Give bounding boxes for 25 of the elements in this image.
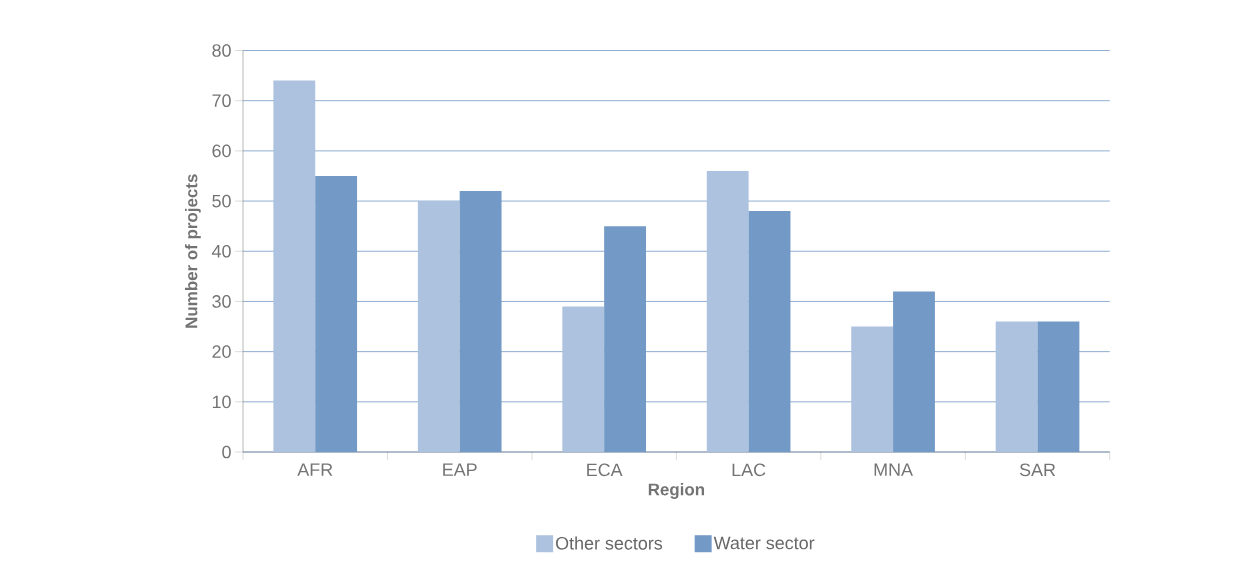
x-tick-label: SAR bbox=[1019, 463, 1056, 477]
bar bbox=[995, 321, 1038, 452]
bar bbox=[417, 201, 460, 452]
y-tick-label: 0 bbox=[222, 445, 231, 459]
y-tick-label: 20 bbox=[212, 345, 231, 358]
y-tick-label: 10 bbox=[212, 395, 231, 409]
x-tick-label: MNA bbox=[874, 463, 913, 476]
y-tick-label: 50 bbox=[212, 194, 231, 208]
y-tick-label: 80 bbox=[212, 44, 231, 57]
x-tick-label: ECA bbox=[587, 463, 623, 477]
x-tick-label: AFR bbox=[297, 463, 333, 476]
bar bbox=[851, 326, 894, 452]
x-axis-title: Region bbox=[648, 483, 705, 499]
y-tick-label: 30 bbox=[212, 295, 231, 308]
legend-label: Water sector bbox=[713, 536, 815, 550]
y-tick-label: 40 bbox=[211, 244, 231, 258]
x-tick-label: EAP bbox=[443, 463, 477, 476]
y-tick-label: 60 bbox=[212, 144, 231, 158]
y-axis-title: Number of projects bbox=[184, 174, 201, 328]
y-tick-label: 70 bbox=[212, 94, 231, 108]
bar bbox=[706, 170, 749, 452]
legend-label: Other sectors bbox=[555, 536, 663, 550]
x-tick-label: LAC bbox=[732, 463, 766, 477]
bar bbox=[273, 80, 316, 452]
bar bbox=[562, 306, 605, 452]
